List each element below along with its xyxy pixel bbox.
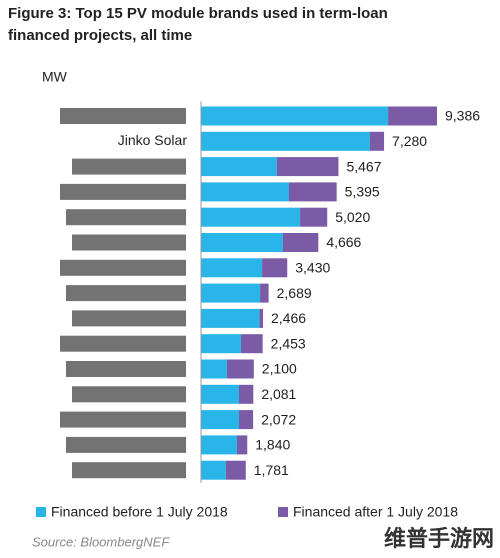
category-label: Jinko Solar (118, 132, 188, 148)
bar-segment (201, 460, 226, 480)
total-label: 2,466 (271, 310, 306, 326)
bar-segment (201, 435, 237, 455)
legend-label: Financed after 1 July 2018 (293, 504, 458, 520)
bar-segment (289, 182, 337, 202)
obscured-label (66, 285, 186, 302)
bar-segment (201, 283, 261, 303)
watermark: 维普手游网 (384, 526, 494, 551)
bar-segment (201, 157, 277, 177)
obscured-label (72, 310, 186, 327)
obscured-label (66, 209, 186, 226)
total-label: 2,072 (261, 411, 296, 427)
bar-segment (201, 182, 290, 202)
obscured-label (66, 436, 186, 453)
bar-segment (201, 308, 260, 328)
total-label: 2,689 (277, 285, 312, 301)
total-label: 2,453 (271, 335, 306, 351)
legend-swatch (278, 507, 288, 517)
bar-segment (201, 334, 241, 354)
obscured-label (72, 462, 186, 479)
bar-segment (201, 359, 227, 379)
bar-segment (260, 283, 269, 303)
bar-segment (369, 131, 385, 151)
bar-segment (388, 106, 437, 126)
total-label: 5,467 (346, 158, 381, 174)
obscured-label (72, 386, 186, 403)
bar-segment (238, 410, 254, 430)
obscured-label (60, 411, 186, 428)
bar-segment (201, 384, 239, 404)
obscured-label (60, 183, 186, 200)
total-label: 1,840 (255, 437, 290, 453)
total-label: 4,666 (326, 234, 361, 250)
source: Source: BloombergNEF (32, 534, 170, 549)
bar-segment (262, 258, 288, 278)
bar-segment (276, 157, 339, 177)
bar-segment (236, 435, 248, 455)
obscured-label (60, 335, 186, 352)
obscured-label (72, 234, 186, 251)
bar-segment (201, 233, 283, 252)
total-label: 2,100 (262, 361, 297, 377)
bar-segment (201, 207, 301, 227)
unit-label: MW (42, 69, 68, 85)
total-label: 2,081 (261, 386, 296, 402)
bar-segment (201, 258, 263, 278)
total-label: 7,280 (392, 133, 427, 149)
bar-segment (226, 359, 254, 379)
obscured-label (72, 158, 186, 175)
bar-segment (201, 106, 389, 126)
legend-swatch (36, 507, 46, 517)
bar-segment (201, 131, 370, 151)
total-label: 1,781 (254, 462, 289, 478)
bar-segment (201, 410, 239, 430)
total-label: 5,395 (345, 184, 380, 200)
bar-segment (282, 233, 319, 252)
legend-label: Financed before 1 July 2018 (51, 504, 228, 520)
bar-segment (225, 460, 246, 480)
total-label: 9,386 (445, 108, 480, 124)
obscured-label (66, 361, 186, 377)
obscured-label (60, 108, 186, 124)
bar-segment (240, 334, 263, 354)
chart-title: Figure 3: Top 15 PV module brands used i… (8, 5, 388, 22)
bar-segment (259, 308, 264, 328)
chart-title: financed projects, all time (8, 27, 192, 44)
total-label: 5,020 (335, 209, 370, 225)
obscured-label (60, 259, 186, 276)
total-label: 3,430 (295, 260, 330, 276)
bar-segment (238, 384, 254, 404)
bar-segment (300, 207, 328, 227)
